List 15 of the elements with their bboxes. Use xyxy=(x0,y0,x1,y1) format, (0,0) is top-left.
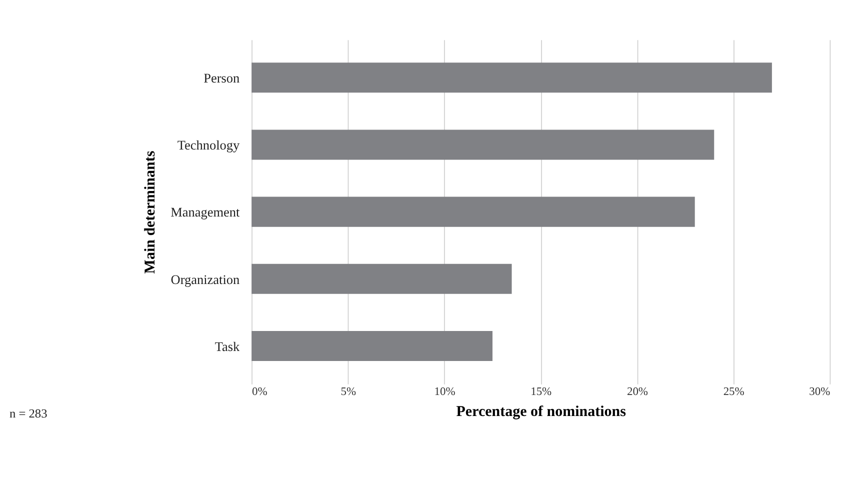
x-tick-label: 25% xyxy=(723,386,745,398)
x-tick-label: 20% xyxy=(626,386,648,398)
x-tick-label: 0% xyxy=(252,386,268,398)
x-tick-label: 10% xyxy=(434,386,456,398)
x-tick-label: 5% xyxy=(340,386,356,398)
y-axis-title: Main determinants xyxy=(142,150,159,274)
x-tick-label: 15% xyxy=(530,386,552,398)
y-tick-label: Management xyxy=(170,204,240,220)
y-tick-label: Task xyxy=(214,338,240,354)
text: n = 283 xyxy=(9,406,48,420)
y-tick-label: Technology xyxy=(177,138,240,153)
x-axis-title: Percentage of nominations xyxy=(456,404,626,420)
x-tick-label: 30% xyxy=(809,386,831,398)
y-tick-label: Person xyxy=(204,70,240,86)
y-tick-label: Organization xyxy=(170,272,240,287)
